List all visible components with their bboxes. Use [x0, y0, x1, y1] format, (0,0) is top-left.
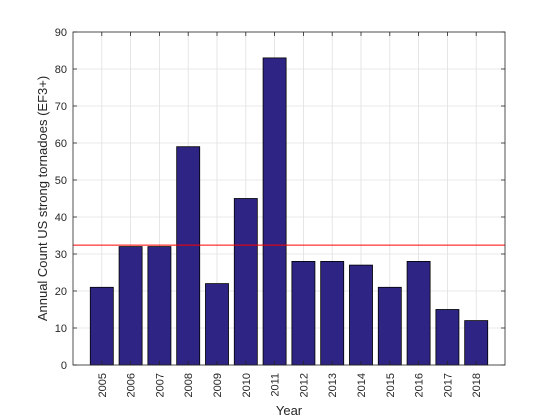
bar-2008	[176, 146, 201, 366]
bar-2018	[464, 320, 489, 366]
y-axis-label: Annual Count US strong tornadoes (EF3+)	[35, 76, 50, 321]
bar-2007	[147, 246, 172, 366]
x-tick-label-2014: 2014	[356, 373, 368, 397]
bar-2016	[406, 260, 431, 366]
y-tick-label-80: 80	[55, 64, 67, 76]
bar-2017	[435, 309, 460, 366]
x-tick-label-2013: 2013	[327, 373, 339, 397]
y-tick-label-50: 50	[55, 175, 67, 187]
bar-2005	[89, 286, 114, 366]
plot-frame	[72, 31, 506, 366]
x-tick-label-2012: 2012	[298, 373, 310, 397]
x-tick-label-2007: 2007	[154, 373, 166, 397]
x-tick-label-2016: 2016	[414, 373, 426, 397]
bar-2011	[262, 57, 287, 366]
x-axis-label: Year	[276, 403, 303, 418]
y-tick-label-30: 30	[55, 249, 67, 261]
x-tick-label-2008: 2008	[183, 373, 195, 397]
bar-2014	[349, 264, 373, 366]
x-tick-label-2015: 2015	[385, 373, 397, 397]
x-tick-label-2018: 2018	[471, 373, 483, 397]
bar-2013	[320, 260, 345, 366]
y-tick-label-20: 20	[55, 286, 67, 298]
bar-2015	[377, 286, 402, 366]
y-tick-label-10: 10	[55, 323, 67, 335]
x-tick-label-2017: 2017	[442, 373, 454, 397]
y-axis-ticks: 0 10 20 30 40 50 60 70 80 90	[55, 27, 505, 372]
bars	[89, 57, 489, 366]
y-tick-label-70: 70	[55, 101, 67, 113]
y-tick-label-0: 0	[61, 360, 67, 372]
x-tick-label-2006: 2006	[126, 373, 138, 397]
bar-2009	[205, 283, 229, 366]
bar-2012	[291, 260, 316, 366]
x-tick-label-2010: 2010	[241, 373, 253, 397]
x-axis-ticks: 2005 2006 2007 2008 2009 2010 2011 2012 2013 2014…	[97, 32, 483, 397]
y-tick-label-40: 40	[55, 212, 67, 224]
y-tick-label-90: 90	[55, 27, 67, 39]
bar-2006	[118, 246, 143, 366]
x-tick-label-2005: 2005	[97, 373, 109, 397]
x-tick-label-2011: 2011	[270, 373, 282, 397]
y-tick-label-60: 60	[55, 138, 67, 150]
x-tick-label-2009: 2009	[212, 373, 224, 397]
bar-2010	[233, 198, 258, 366]
